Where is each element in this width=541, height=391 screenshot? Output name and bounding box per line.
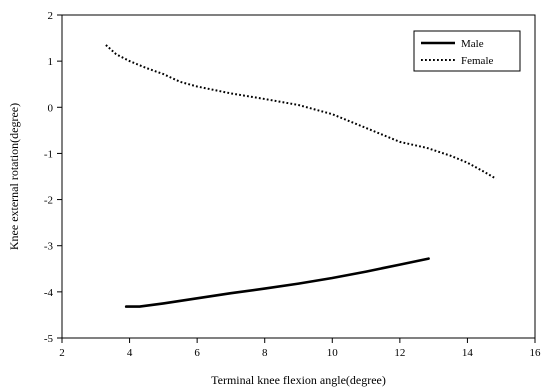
- series-line-male: [124, 257, 430, 308]
- series-layer: [105, 44, 497, 308]
- legend-label-male: Male: [461, 38, 484, 50]
- y-tick-label: 1: [48, 56, 54, 68]
- y-axis-ticks: 2 1 0 -1 -2 -3 -4 -5: [44, 10, 62, 345]
- x-axis-label: Terminal knee flexion angle(degree): [211, 373, 386, 387]
- x-axis-ticks: 2 4 6 8 10 12 14 16: [59, 338, 541, 359]
- x-tick-label: 4: [127, 347, 133, 359]
- x-tick-label: 8: [262, 347, 268, 359]
- legend: Male Female: [413, 30, 521, 72]
- x-tick-label: 6: [194, 347, 200, 359]
- series-line-female: [105, 44, 497, 180]
- x-tick-label: 10: [327, 347, 339, 359]
- y-tick-label: -4: [44, 287, 54, 299]
- y-tick-label: -5: [44, 333, 54, 345]
- x-tick-label: 2: [59, 347, 65, 359]
- legend-label-female: Female: [461, 55, 493, 67]
- y-tick-label: -2: [44, 195, 53, 207]
- plot-area-frame: [61, 14, 536, 339]
- y-tick-label: -1: [44, 148, 53, 160]
- y-tick-label: 2: [48, 10, 54, 22]
- y-tick-label: -3: [44, 241, 54, 253]
- x-tick-label: 14: [462, 347, 474, 359]
- y-axis-label: Knee external rotation(degree): [7, 103, 21, 250]
- y-tick-label: 0: [48, 102, 54, 114]
- x-tick-label: 16: [530, 347, 541, 359]
- legend-box: [413, 30, 521, 72]
- x-tick-label: 12: [394, 347, 405, 359]
